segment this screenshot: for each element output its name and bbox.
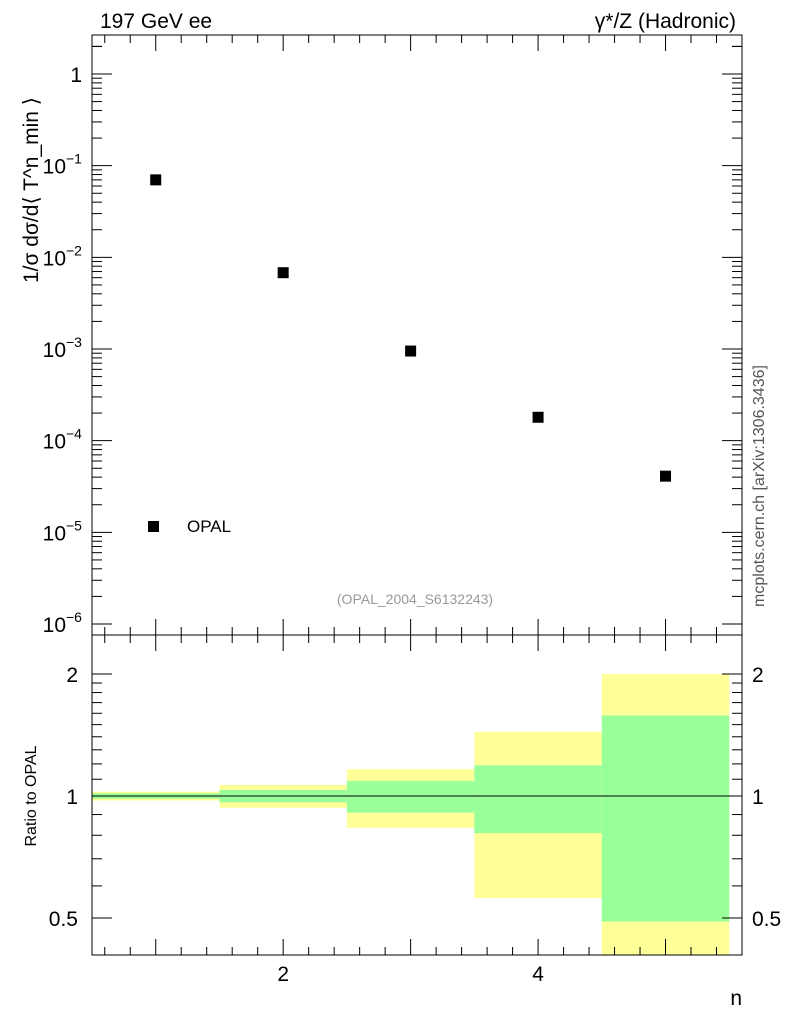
watermark: mcplots.cern.ch [arXiv:1306.3436] [751,365,768,607]
main-y-tick-label-5: 10 [43,522,66,545]
ratio-inner-band-3 [346,780,475,813]
x-tick-label-2: 2 [277,963,289,986]
data-point-5 [660,470,672,482]
data-point-1 [150,174,162,186]
ratio-inner-band-4 [474,765,602,834]
ratio-inner-band-5 [601,715,730,922]
ratio-y-tick-label-left-2: 2 [66,664,78,687]
ratio-frame [91,634,743,956]
main-points [150,174,672,482]
main-y-tick-label-4: 10 [43,431,66,454]
ratio-bands [92,674,742,955]
ratio-y-tick-label-right-0.5: 0.5 [752,908,781,931]
main-y-tick-label-1: 10 [43,156,66,179]
analysis-tag: (OPAL_2004_S6132243) [337,591,493,607]
main-y-tick-exp-5: −5 [66,517,82,533]
main-y-tick-exp-6: −6 [66,609,82,625]
main-y-tick-label-6: 10 [43,614,66,637]
header-left: 197 GeV ee [100,10,212,33]
legend: OPAL [148,517,231,536]
main-y-tick-label-2: 10 [43,247,66,270]
ratio-y-tick-label-left-0.5: 0.5 [49,908,78,931]
ratio-y-axis-label: Ratio to OPAL [23,745,40,846]
ratio-y-tick-label-right-2: 2 [752,664,764,687]
main-y-tick-exp-1: −1 [66,151,82,167]
main-y-tick-exp-4: −4 [66,426,82,442]
header-right: γ*/Z (Hadronic) [595,10,736,33]
legend-label-opal: OPAL [187,517,231,536]
main-y-tick-exp-3: −3 [66,334,82,350]
main-y-tick-label-3: 10 [43,339,66,362]
x-axis-label: n [730,987,742,1010]
main-y-axis-label: 1/σ dσ/d⟨ T^n_min ⟩ [20,97,43,283]
main-y-tick-label-0: 1 [70,64,82,87]
legend-marker-opal [148,521,159,532]
x-tick-label-4: 4 [532,963,544,986]
data-point-4 [532,411,544,423]
ratio-y-tick-label-left-1: 1 [66,786,78,809]
ratio-y-tick-label-right-1: 1 [752,786,764,809]
main-frame [91,34,743,636]
data-point-3 [405,345,417,357]
data-point-2 [277,267,289,279]
main-y-tick-exp-2: −2 [66,242,82,258]
